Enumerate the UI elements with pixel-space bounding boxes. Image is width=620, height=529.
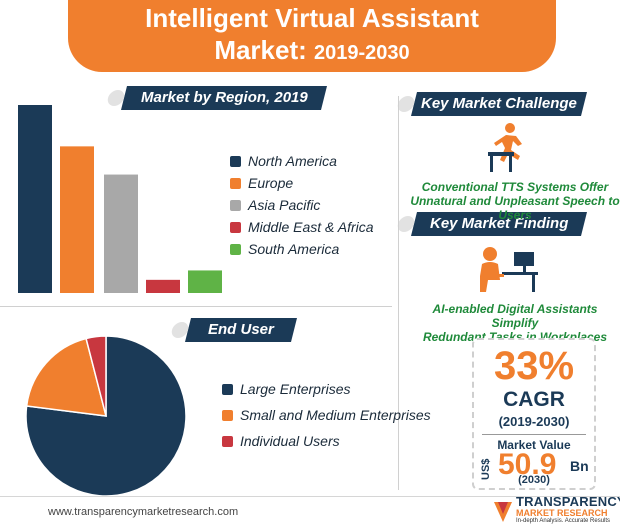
market-value: 50.9 [498, 448, 557, 481]
legend-south-america: South America [230, 238, 374, 260]
vertical-divider [398, 96, 399, 490]
bar-south-america [188, 270, 222, 293]
legend-sme: Small and Medium Enterprises [222, 402, 431, 428]
legend-individual-users: Individual Users [222, 428, 431, 454]
bar-north-america [18, 105, 52, 293]
stats-divider [482, 434, 586, 435]
legend-swatch [222, 409, 233, 421]
brand-tagline: In-depth Analysis. Accurate Results [516, 518, 611, 524]
legend-large-enterprises: Large Enterprises [222, 376, 431, 402]
header-banner: Intelligent Virtual Assistant Market: 20… [68, 0, 556, 72]
region-bar-chart [18, 105, 222, 293]
cagr-label: CAGR [503, 388, 565, 411]
hurdle-icon [488, 123, 522, 172]
cagr-period: (2019-2030) [498, 414, 570, 429]
brand-name: TRANSPARENCY [516, 494, 620, 509]
legend-swatch [230, 221, 241, 233]
slice-small-and-medium-enterprises [25, 337, 108, 417]
bar-europe [60, 146, 94, 293]
end-user-pie-chart [25, 335, 187, 497]
legend-swatch [222, 435, 233, 447]
horizontal-divider [0, 306, 392, 307]
challenge-section-title: Key Market Challenge [411, 92, 587, 116]
challenge-text: Conventional TTS Systems Offer Unnatural… [410, 180, 620, 222]
legend-europe: Europe [230, 172, 374, 194]
legend-swatch [230, 199, 241, 211]
legend-swatch [222, 383, 233, 395]
legend-swatch [230, 243, 241, 255]
market-value-unit: Bn [570, 458, 589, 474]
cagr-value: 33% [493, 344, 575, 388]
workstation-icon [480, 247, 538, 292]
legend-swatch [230, 177, 241, 189]
stats-box: 33% CAGR (2019-2030) Market Value US$ 50… [472, 338, 596, 490]
brand-logo: TRANSPARENCY MARKET RESEARCH In-depth An… [492, 494, 620, 528]
footer-url[interactable]: www.transparencymarketresearch.com [48, 506, 239, 518]
footer-divider [0, 496, 620, 497]
market-value-label: Market Value [497, 438, 571, 452]
legend-north-america: North America [230, 150, 374, 172]
brand-subname: MARKET RESEARCH [516, 508, 608, 518]
end-user-legend: Large Enterprises Small and Medium Enter… [222, 376, 431, 454]
legend-asia-pacific: Asia Pacific [230, 194, 374, 216]
bar-asia-pacific [104, 174, 138, 293]
legend-mea: Middle East & Africa [230, 216, 374, 238]
title-years: 2019-2030 [314, 42, 410, 64]
page-title: Intelligent Virtual Assistant [145, 3, 479, 33]
end-user-section-title: End User [185, 318, 297, 342]
page-subtitle: Market: 2019-2030 [68, 33, 556, 70]
region-legend: North America Europe Asia Pacific Middle… [230, 150, 374, 260]
slice-individual-users [85, 335, 107, 417]
legend-swatch [230, 155, 241, 167]
market-value-year: (2030) [518, 474, 550, 486]
brand-mark-icon [494, 502, 512, 522]
bar-middle-east-africa [146, 279, 180, 293]
title-market: Market: [214, 35, 307, 65]
